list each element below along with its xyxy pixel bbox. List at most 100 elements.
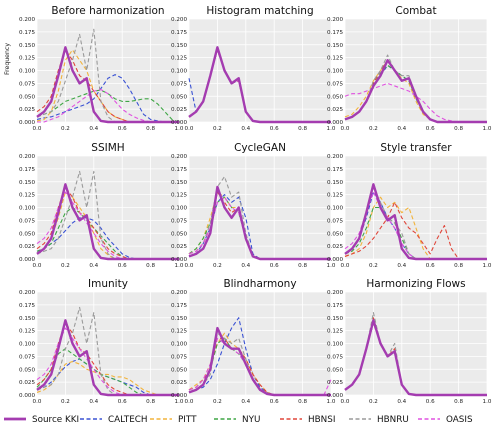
legend-label: HBNSI <box>308 415 335 425</box>
y-tick-label: 0.050 <box>19 367 35 373</box>
x-tick-label: 0.8 <box>298 126 307 132</box>
y-tick-label: 0.200 <box>19 290 35 296</box>
panel-title: CycleGAN <box>234 142 286 154</box>
x-tick-label: 0.0 <box>185 126 194 132</box>
x-tick-label: 0.4 <box>89 263 98 269</box>
y-tick-label: 0.000 <box>19 257 35 263</box>
y-tick-label: 0.050 <box>171 94 187 100</box>
series-line-nyu <box>344 206 487 260</box>
y-tick-label: 0.050 <box>327 94 343 100</box>
x-tick-label: 0.4 <box>397 126 406 132</box>
y-tick-label: 0.000 <box>327 120 343 126</box>
y-tick-label: 0.025 <box>171 244 187 250</box>
y-tick-label: 0.075 <box>327 354 343 360</box>
panel-title: Before harmonization <box>51 5 164 17</box>
y-axis-label: Frequency <box>4 43 11 75</box>
y-tick-label: 0.200 <box>327 290 343 296</box>
series-line-pitt <box>344 59 487 123</box>
y-tick-label: 0.125 <box>171 329 187 335</box>
y-tick-label: 0.175 <box>171 30 187 36</box>
y-tick-label: 0.125 <box>327 193 343 199</box>
y-tick-label: 0.175 <box>171 167 187 173</box>
x-tick-label: 0.6 <box>118 263 127 269</box>
y-tick-label: 0.100 <box>327 342 343 348</box>
y-tick-label: 0.125 <box>171 193 187 199</box>
panel-title: Harmonizing Flows <box>366 278 465 290</box>
y-tick-label: 0.100 <box>171 206 187 212</box>
y-tick-label: 0.150 <box>171 316 187 322</box>
series-line-hbnru <box>36 170 179 260</box>
x-tick-label: 0.8 <box>146 263 155 269</box>
y-tick-label: 0.050 <box>171 367 187 373</box>
x-tick-label: 0.4 <box>89 126 98 132</box>
y-tick-label: 0.050 <box>327 231 343 237</box>
x-tick-label: 0.8 <box>146 399 155 405</box>
y-tick-label: 0.200 <box>327 154 343 160</box>
y-tick-label: 0.075 <box>19 354 35 360</box>
y-tick-label: 0.000 <box>19 393 35 399</box>
x-tick-label: 0.0 <box>185 399 194 405</box>
x-tick-label: 0.4 <box>397 263 406 269</box>
y-tick-label: 0.075 <box>327 218 343 224</box>
y-tick-label: 0.125 <box>19 56 35 62</box>
y-tick-label: 0.050 <box>171 231 187 237</box>
y-tick-label: 0.000 <box>327 393 343 399</box>
series-line-caltech <box>36 217 179 260</box>
y-tick-label: 0.125 <box>171 56 187 62</box>
x-tick-label: 0.2 <box>61 126 70 132</box>
panel-title: Blindharmony <box>223 278 296 290</box>
y-tick-label: 0.025 <box>171 107 187 113</box>
x-tick-label: 0.0 <box>185 263 194 269</box>
x-tick-label: 0.4 <box>397 399 406 405</box>
x-tick-label: 1.0 <box>175 263 184 269</box>
panel-title: Imunity <box>88 278 128 290</box>
x-tick-label: 0.2 <box>213 263 222 269</box>
panel-title: SSIMH <box>91 142 124 154</box>
y-tick-label: 0.175 <box>327 167 343 173</box>
y-tick-label: 0.000 <box>327 257 343 263</box>
legend-label: Source KKI <box>32 415 79 425</box>
y-tick-label: 0.125 <box>327 56 343 62</box>
y-tick-label: 0.150 <box>19 316 35 322</box>
legend: Source KKI CALTECH PITT NYU HBNSI HBNRU OASIS <box>4 415 473 425</box>
y-tick-label: 0.050 <box>19 231 35 237</box>
y-tick-label: 0.200 <box>19 154 35 160</box>
legend-label: NYU <box>242 415 260 425</box>
y-tick-label: 0.000 <box>171 257 187 263</box>
x-tick-label: 0.8 <box>298 263 307 269</box>
y-tick-label: 0.150 <box>171 180 187 186</box>
x-tick-label: 0.2 <box>61 399 70 405</box>
x-tick-label: 0.2 <box>369 399 378 405</box>
y-tick-label: 0.025 <box>327 107 343 113</box>
y-tick-label: 0.175 <box>171 303 187 309</box>
panel-title: Style transfer <box>380 142 452 154</box>
y-tick-label: 0.150 <box>19 180 35 186</box>
y-tick-label: 0.125 <box>19 329 35 335</box>
y-tick-label: 0.175 <box>19 30 35 36</box>
x-tick-label: 0.4 <box>241 126 250 132</box>
y-tick-label: 0.175 <box>327 30 343 36</box>
x-tick-label: 0.2 <box>213 126 222 132</box>
y-tick-label: 0.000 <box>19 120 35 126</box>
legend-label: CALTECH <box>108 415 148 425</box>
y-tick-label: 0.025 <box>327 244 343 250</box>
x-tick-label: 0.6 <box>426 263 435 269</box>
y-tick-label: 0.075 <box>327 81 343 87</box>
x-tick-label: 0.4 <box>89 399 98 405</box>
y-tick-label: 0.125 <box>19 193 35 199</box>
y-tick-label: 0.100 <box>171 342 187 348</box>
y-tick-label: 0.025 <box>171 380 187 386</box>
series-line-source-kki <box>36 46 179 124</box>
series-line-source-kki <box>188 46 331 124</box>
y-tick-label: 0.075 <box>19 218 35 224</box>
x-tick-label: 1.0 <box>175 399 184 405</box>
y-tick-label: 0.075 <box>19 81 35 87</box>
legend-label: PITT <box>178 415 197 425</box>
y-tick-label: 0.175 <box>19 303 35 309</box>
